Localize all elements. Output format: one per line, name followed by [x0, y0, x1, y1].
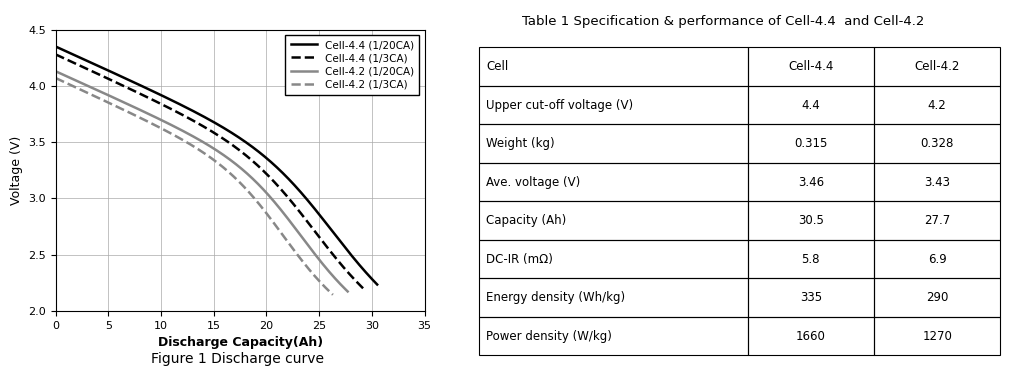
Cell-4.2 (1/3CA)	[235, 181, 247, 186]
Bar	[479, 163, 748, 201]
Line: Cell-4.2 (1/20CA): Cell-4.2 (1/20CA)	[56, 71, 348, 292]
Cell-4.2 (1/20CA)	[101, 92, 113, 97]
Legend: Cell-4.4 (1/20CA), Cell-4.4 (1/3CA), Cell-4.2 (1/20CA), Cell-4.2 (1/3CA): Cell-4.4 (1/20CA), Cell-4.4 (1/3CA), Cel…	[285, 35, 420, 95]
Text: 4.2: 4.2	[928, 98, 946, 111]
Text: Figure 1 Discharge curve: Figure 1 Discharge curve	[151, 352, 325, 366]
Cell-4.4 (1/3CA)	[358, 286, 370, 291]
Bar	[874, 124, 1000, 163]
Cell-4.4 (1/3CA)	[128, 89, 141, 94]
Cell-4.2 (1/3CA)	[50, 76, 62, 80]
Bar	[748, 240, 874, 278]
Bar	[479, 124, 748, 163]
Text: DC-IR (mΩ): DC-IR (mΩ)	[486, 253, 553, 266]
Text: 5.8: 5.8	[802, 253, 820, 266]
Bar	[479, 317, 748, 356]
Cell-4.4 (1/20CA)	[264, 159, 276, 164]
Bar	[874, 278, 1000, 317]
Bar	[479, 278, 748, 317]
Y-axis label: Voltage (V): Voltage (V)	[9, 135, 22, 205]
Text: Cell-4.2: Cell-4.2	[914, 60, 959, 73]
Text: Ave. voltage (V): Ave. voltage (V)	[486, 175, 580, 189]
Text: Cell: Cell	[486, 60, 509, 73]
Bar	[748, 317, 874, 356]
Cell-4.4 (1/20CA)	[239, 139, 251, 144]
Text: Capacity (Ah): Capacity (Ah)	[486, 214, 566, 227]
Cell-4.4 (1/20CA)	[106, 70, 118, 75]
Cell-4.2 (1/3CA)	[213, 162, 225, 166]
Bar	[874, 47, 1000, 86]
Cell-4.4 (1/3CA)	[50, 52, 62, 57]
Text: Weight (kg): Weight (kg)	[486, 137, 555, 150]
Cell-4.2 (1/20CA)	[50, 69, 62, 74]
Cell-4.4 (1/20CA)	[50, 44, 62, 49]
Text: Energy density (Wh/kg): Energy density (Wh/kg)	[486, 291, 626, 304]
Bar	[874, 163, 1000, 201]
Cell-4.2 (1/20CA)	[182, 131, 194, 136]
Text: 4.4: 4.4	[802, 98, 820, 111]
Bar	[874, 201, 1000, 240]
Cell-4.4 (1/20CA)	[132, 82, 145, 87]
Text: Cell-4.4: Cell-4.4	[789, 60, 833, 73]
Cell-4.4 (1/3CA)	[189, 120, 201, 124]
Text: 290: 290	[926, 291, 948, 304]
Text: 3.46: 3.46	[798, 175, 824, 189]
Text: 1660: 1660	[796, 330, 826, 343]
Cell-4.4 (1/3CA)	[104, 77, 116, 82]
Text: Upper cut-off voltage (V): Upper cut-off voltage (V)	[486, 98, 633, 111]
Cell-4.2 (1/20CA)	[124, 103, 136, 108]
Line: Cell-4.4 (1/3CA): Cell-4.4 (1/3CA)	[56, 54, 364, 289]
Cell-4.4 (1/20CA)	[371, 282, 383, 287]
Line: Cell-4.4 (1/20CA): Cell-4.4 (1/20CA)	[56, 47, 377, 285]
Cell-4.4 (1/3CA)	[281, 195, 293, 199]
Bar	[874, 240, 1000, 278]
Text: 0.328: 0.328	[920, 137, 953, 150]
Bar	[874, 86, 1000, 124]
Cell-4.4 (1/3CA)	[231, 146, 243, 151]
Bar	[479, 47, 748, 86]
Cell-4.4 (1/20CA)	[291, 186, 303, 191]
X-axis label: Discharge Capacity(Ah): Discharge Capacity(Ah)	[158, 336, 323, 349]
Cell-4.4 (1/3CA)	[255, 166, 267, 171]
Cell-4.2 (1/3CA)	[99, 99, 111, 103]
Text: Table 1 Specification & performance of Cell-4.4  and Cell-4.2: Table 1 Specification & performance of C…	[522, 14, 924, 28]
Cell-4.2 (1/20CA)	[221, 156, 234, 160]
Cell-4.2 (1/3CA)	[175, 137, 187, 141]
Text: 0.315: 0.315	[794, 137, 828, 150]
Bar	[748, 163, 874, 201]
Text: 3.43: 3.43	[924, 175, 950, 189]
Bar	[748, 86, 874, 124]
Bar	[479, 86, 748, 124]
Text: 6.9: 6.9	[928, 253, 946, 266]
Text: 335: 335	[800, 291, 822, 304]
Bar	[748, 124, 874, 163]
Bar	[748, 47, 874, 86]
Text: 27.7: 27.7	[924, 214, 950, 227]
Cell-4.2 (1/3CA)	[327, 293, 339, 297]
Cell-4.4 (1/20CA)	[195, 113, 207, 117]
Cell-4.2 (1/20CA)	[245, 175, 257, 179]
Bar	[479, 201, 748, 240]
Text: 30.5: 30.5	[798, 214, 824, 227]
Text: Power density (W/kg): Power density (W/kg)	[486, 330, 612, 343]
Bar	[479, 240, 748, 278]
Cell-4.2 (1/3CA)	[121, 109, 133, 114]
Text: 1270: 1270	[922, 330, 952, 343]
Cell-4.2 (1/20CA)	[342, 289, 354, 294]
Cell-4.2 (1/20CA)	[269, 201, 281, 205]
Bar	[874, 317, 1000, 356]
Cell-4.2 (1/3CA)	[259, 208, 271, 213]
Bar	[748, 278, 874, 317]
Line: Cell-4.2 (1/3CA): Cell-4.2 (1/3CA)	[56, 78, 333, 295]
Bar	[748, 201, 874, 240]
